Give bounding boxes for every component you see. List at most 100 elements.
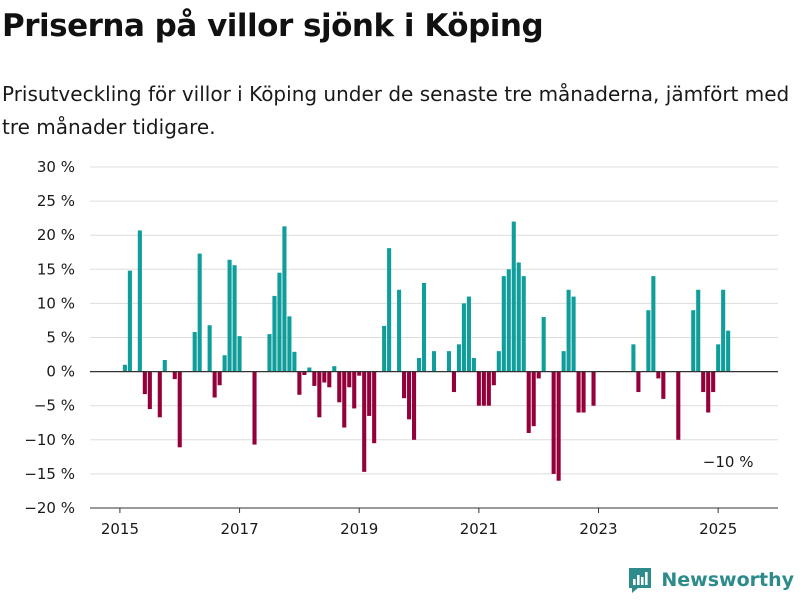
- bar: [312, 371, 317, 386]
- bar: [337, 371, 342, 403]
- bar: [142, 371, 147, 395]
- bar: [501, 276, 506, 372]
- bar: [222, 355, 227, 372]
- bar: [252, 371, 257, 445]
- x-tick-label: 2023: [579, 520, 617, 538]
- bars: [122, 221, 731, 481]
- bar: [177, 371, 182, 448]
- bar: [402, 371, 407, 399]
- bar: [362, 371, 367, 472]
- bar: [706, 371, 711, 413]
- bar: [272, 295, 277, 372]
- bar: [631, 344, 636, 372]
- y-tick-label: 10 %: [37, 294, 75, 312]
- bar: [412, 371, 417, 440]
- newsworthy-logo-icon: [629, 568, 652, 593]
- x-tick-label: 2017: [220, 520, 258, 538]
- bar: [122, 364, 127, 372]
- bar: [357, 371, 362, 376]
- bar: [387, 248, 392, 372]
- bar: [317, 371, 322, 418]
- bar: [716, 344, 721, 372]
- bar: [551, 371, 556, 474]
- bar: [347, 371, 352, 388]
- bar: [322, 371, 327, 383]
- bar: [292, 351, 297, 372]
- bar: [581, 371, 586, 413]
- bar: [486, 371, 491, 406]
- bar: [397, 289, 402, 372]
- bar: [277, 272, 282, 372]
- x-tick-label: 2021: [460, 520, 498, 538]
- bar: [287, 316, 292, 372]
- bar: [302, 371, 307, 376]
- bar: [696, 289, 701, 372]
- bar: [352, 371, 357, 409]
- bar: [466, 296, 471, 372]
- bar: [526, 371, 531, 433]
- chart-subtitle: Prisutveckling för villor i Köping under…: [2, 82, 790, 139]
- bar: [137, 230, 142, 372]
- bar: [561, 351, 566, 372]
- chart-title: Priserna på villor sjönk i Köping: [2, 8, 544, 44]
- bar: [197, 253, 202, 372]
- bar: [636, 371, 641, 393]
- y-tick-label: −5 %: [34, 397, 75, 415]
- bar: [407, 371, 412, 420]
- bar: [372, 371, 377, 444]
- bar: [541, 317, 546, 372]
- y-tick-label: 30 %: [37, 158, 75, 176]
- bar: [162, 360, 167, 372]
- bar: [212, 371, 217, 398]
- bar: [451, 371, 456, 393]
- bar: [207, 325, 212, 372]
- bar: [511, 221, 516, 372]
- bar: [327, 371, 332, 388]
- bar: [172, 371, 177, 380]
- bar: [661, 371, 666, 399]
- bar: [676, 371, 681, 440]
- bar: [456, 344, 461, 372]
- bar: [431, 351, 437, 372]
- bar: [496, 351, 501, 372]
- bar: [307, 367, 312, 372]
- gridlines: [90, 166, 778, 509]
- y-tick-label: 25 %: [37, 192, 75, 210]
- brand-name: Newsworthy: [661, 569, 794, 591]
- y-tick-label: −15 %: [24, 465, 75, 483]
- y-tick-label: 15 %: [37, 260, 75, 278]
- bar: [421, 282, 427, 372]
- bar: [646, 310, 651, 372]
- bar: [566, 289, 571, 372]
- y-tick-label: −10 %: [24, 431, 75, 449]
- bar: [721, 289, 726, 372]
- y-tick-label: −20 %: [24, 499, 75, 517]
- bar: [521, 276, 526, 372]
- bar: [701, 371, 706, 393]
- bar: [147, 371, 152, 410]
- bar: [367, 371, 372, 416]
- y-tick-label: 20 %: [37, 226, 75, 244]
- bar: [282, 226, 287, 372]
- bar: [227, 259, 232, 372]
- bar: [416, 357, 422, 372]
- y-tick-label: 0 %: [46, 363, 75, 381]
- bar: [491, 371, 496, 386]
- bar: [481, 371, 486, 406]
- bar: [656, 371, 661, 379]
- bar: [267, 334, 272, 372]
- bar: [711, 371, 716, 393]
- bar: [506, 269, 511, 372]
- bar: [461, 303, 466, 372]
- bar: [382, 325, 387, 372]
- bar: [237, 336, 242, 372]
- bar: [556, 371, 561, 481]
- bar: [516, 262, 521, 372]
- bar: [297, 371, 302, 395]
- bar: [476, 371, 481, 406]
- bar: [446, 351, 452, 372]
- bar: [726, 330, 731, 372]
- bar: [332, 366, 337, 372]
- bar: [342, 371, 347, 428]
